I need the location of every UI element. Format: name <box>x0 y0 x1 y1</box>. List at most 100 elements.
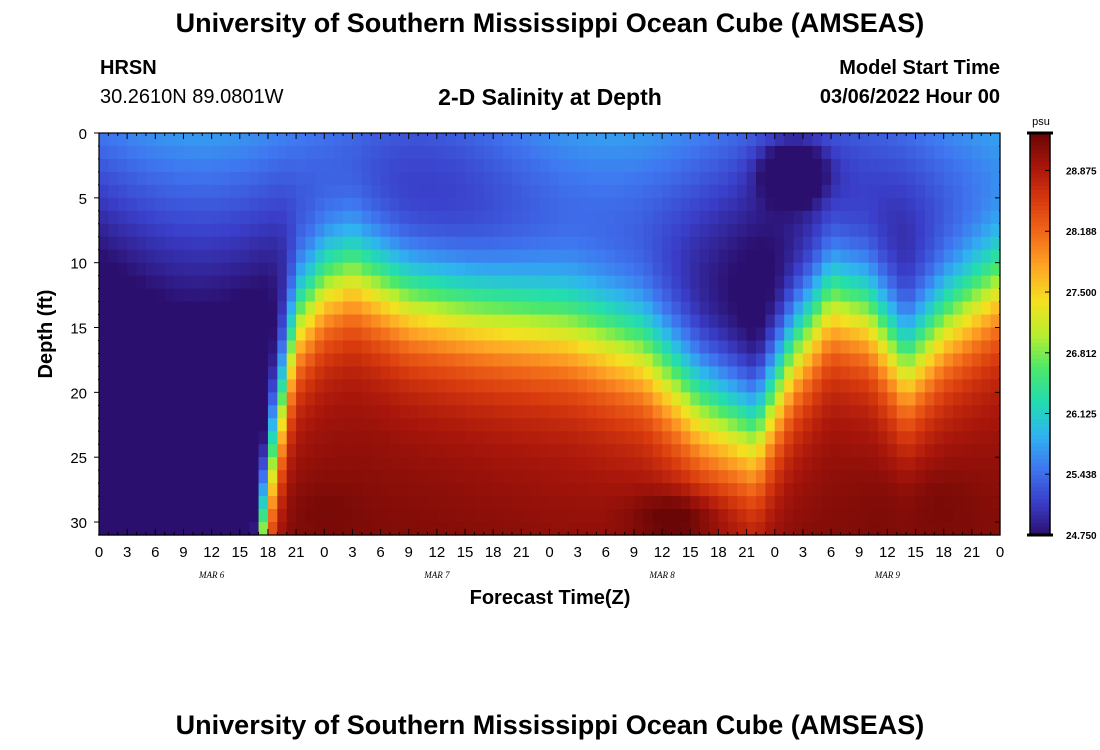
heatmap-cell <box>615 158 626 173</box>
heatmap-cell <box>549 275 560 290</box>
heatmap-cell <box>530 379 541 393</box>
heatmap-cell <box>924 509 935 523</box>
heatmap-cell <box>981 314 992 329</box>
heatmap-cell <box>577 470 588 484</box>
heatmap-cell <box>455 405 466 419</box>
heatmap-cell <box>314 288 325 303</box>
heatmap-cell <box>361 145 372 160</box>
heatmap-cell <box>596 327 607 342</box>
heatmap-cell <box>249 470 260 484</box>
heatmap-cell <box>906 340 917 355</box>
heatmap-cell <box>239 145 250 160</box>
heatmap-cell <box>352 483 363 497</box>
heatmap-cell <box>418 327 429 342</box>
heatmap-cell <box>389 483 400 497</box>
heatmap-cell <box>924 470 935 484</box>
heatmap-cell <box>483 470 494 484</box>
heatmap-cell <box>558 457 569 471</box>
heatmap-cell <box>352 509 363 523</box>
heatmap-cell <box>427 496 438 510</box>
heatmap-cell <box>511 392 522 406</box>
heatmap-cell <box>258 392 269 406</box>
heatmap-cell <box>455 133 466 147</box>
heatmap-cell <box>662 496 673 510</box>
heatmap-cell <box>164 171 175 186</box>
heatmap-cell <box>324 327 335 342</box>
heatmap-cell <box>239 171 250 186</box>
heatmap-cell <box>239 327 250 342</box>
heatmap-cell <box>155 470 166 484</box>
colorbar-swatch <box>1030 149 1050 154</box>
heatmap-cell <box>746 184 757 199</box>
heatmap-cell <box>849 353 860 368</box>
heatmap-cell <box>145 301 156 316</box>
heatmap-cell <box>136 262 147 277</box>
heatmap-cell <box>690 366 701 380</box>
heatmap-cell <box>267 236 278 251</box>
heatmap-cell <box>774 431 785 445</box>
heatmap-cell <box>615 392 626 406</box>
heatmap-cell <box>286 249 297 264</box>
heatmap-cell <box>296 353 307 368</box>
heatmap-cell <box>727 379 738 393</box>
heatmap-cell <box>812 184 823 199</box>
heatmap-cell <box>934 158 945 173</box>
heatmap-cell <box>267 158 278 173</box>
heatmap-cell <box>530 210 541 225</box>
heatmap-cell <box>633 340 644 355</box>
heatmap-cell <box>399 262 410 277</box>
heatmap-cell <box>211 275 222 290</box>
colorbar-swatch <box>1030 486 1050 492</box>
heatmap-cell <box>596 444 607 458</box>
heatmap-cell <box>718 236 729 251</box>
heatmap-cell <box>136 158 147 173</box>
heatmap-cell <box>399 496 410 510</box>
heatmap-cell <box>399 327 410 342</box>
heatmap-cell <box>352 340 363 355</box>
x-tick-label: 0 <box>996 544 1004 561</box>
heatmap-cell <box>821 223 832 238</box>
heatmap-cell <box>624 236 635 251</box>
heatmap-cell <box>596 496 607 510</box>
heatmap-cell <box>690 262 701 277</box>
heatmap-cell <box>915 366 926 380</box>
heatmap-cell <box>699 184 710 199</box>
colorbar-swatch <box>1030 426 1050 432</box>
heatmap-cell <box>474 405 485 419</box>
heatmap-cell <box>558 431 569 445</box>
heatmap-cell <box>887 366 898 380</box>
heatmap-cell <box>117 158 128 173</box>
heatmap-cell <box>915 236 926 251</box>
heatmap-cell <box>924 275 935 290</box>
heatmap-cell <box>981 405 992 419</box>
heatmap-cell <box>164 210 175 225</box>
heatmap-cell <box>465 509 476 523</box>
heatmap-cell <box>840 522 851 536</box>
heatmap-cell <box>868 431 879 445</box>
heatmap-cell <box>258 133 269 147</box>
heatmap-cell <box>934 509 945 523</box>
heatmap-cell <box>221 236 231 251</box>
heatmap-cell <box>662 340 673 355</box>
heatmap-cell <box>352 457 363 471</box>
heatmap-cell <box>755 236 766 251</box>
heatmap-cell <box>793 236 804 251</box>
heatmap-cell <box>314 405 325 419</box>
heatmap-cell <box>192 457 203 471</box>
heatmap-cell <box>558 444 569 458</box>
heatmap-cell <box>652 171 663 186</box>
heatmap-cell <box>849 379 860 393</box>
heatmap-cell <box>399 353 410 368</box>
heatmap-cell <box>755 275 766 290</box>
heatmap-cell <box>324 470 335 484</box>
heatmap-cell <box>727 236 738 251</box>
heatmap-cell <box>793 145 804 160</box>
heatmap-cell <box>108 457 119 471</box>
heatmap-cell <box>296 431 307 445</box>
heatmap-cell <box>587 379 598 393</box>
heatmap-cell <box>727 431 738 445</box>
heatmap-cell <box>765 158 776 173</box>
heatmap-cell <box>258 327 269 342</box>
heatmap-cell <box>953 275 964 290</box>
heatmap-cell <box>615 197 626 212</box>
